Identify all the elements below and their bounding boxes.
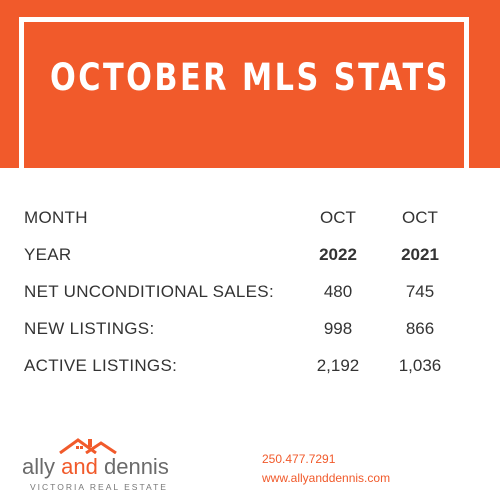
website-link[interactable]: www.allyanddennis.com [262, 471, 391, 485]
page-title: OCTOBER MLS STATS [50, 56, 450, 99]
row-value-2021: 1,036 [398, 356, 442, 375]
row-label: NET UNCONDITIONAL SALES: [24, 282, 274, 301]
house-roof-icon [59, 438, 117, 454]
row-value-2021: OCT [402, 208, 438, 227]
row-label: NEW LISTINGS: [24, 319, 155, 338]
row-label: MONTH [24, 208, 88, 227]
row-value-2022: OCT [320, 208, 356, 227]
stats-row-sales: NET UNCONDITIONAL SALES: 480 745 [0, 277, 500, 307]
logo-word-ally: ally [22, 454, 56, 479]
logo-wordmark: ally and dennis [22, 454, 169, 480]
row-value-2022: 2022 [319, 245, 357, 264]
row-value-2021: 745 [405, 282, 435, 301]
stats-row-year: YEAR 2022 2021 [0, 240, 500, 270]
row-label: ACTIVE LISTINGS: [24, 356, 178, 375]
row-label: YEAR [24, 245, 72, 264]
brand-logo[interactable]: ally and dennis VICTORIA REAL ESTATE [22, 436, 202, 496]
stats-row-new-listings: NEW LISTINGS: 998 866 [0, 314, 500, 344]
stats-row-month: MONTH OCT OCT [0, 203, 500, 233]
phone-link[interactable]: 250.477.7291 [262, 452, 336, 466]
logo-word-and: and [61, 454, 98, 479]
row-value-2022: 2,192 [316, 356, 360, 375]
banner-frame [19, 17, 469, 168]
stats-row-active-listings: ACTIVE LISTINGS: 2,192 1,036 [0, 351, 500, 381]
logo-tagline: VICTORIA REAL ESTATE [30, 482, 168, 492]
row-value-2021: 866 [405, 319, 435, 338]
header-banner: OCTOBER MLS STATS [0, 0, 500, 168]
row-value-2022: 998 [323, 319, 353, 338]
row-value-2021: 2021 [401, 245, 439, 264]
row-value-2022: 480 [323, 282, 353, 301]
logo-word-dennis: dennis [103, 454, 169, 479]
